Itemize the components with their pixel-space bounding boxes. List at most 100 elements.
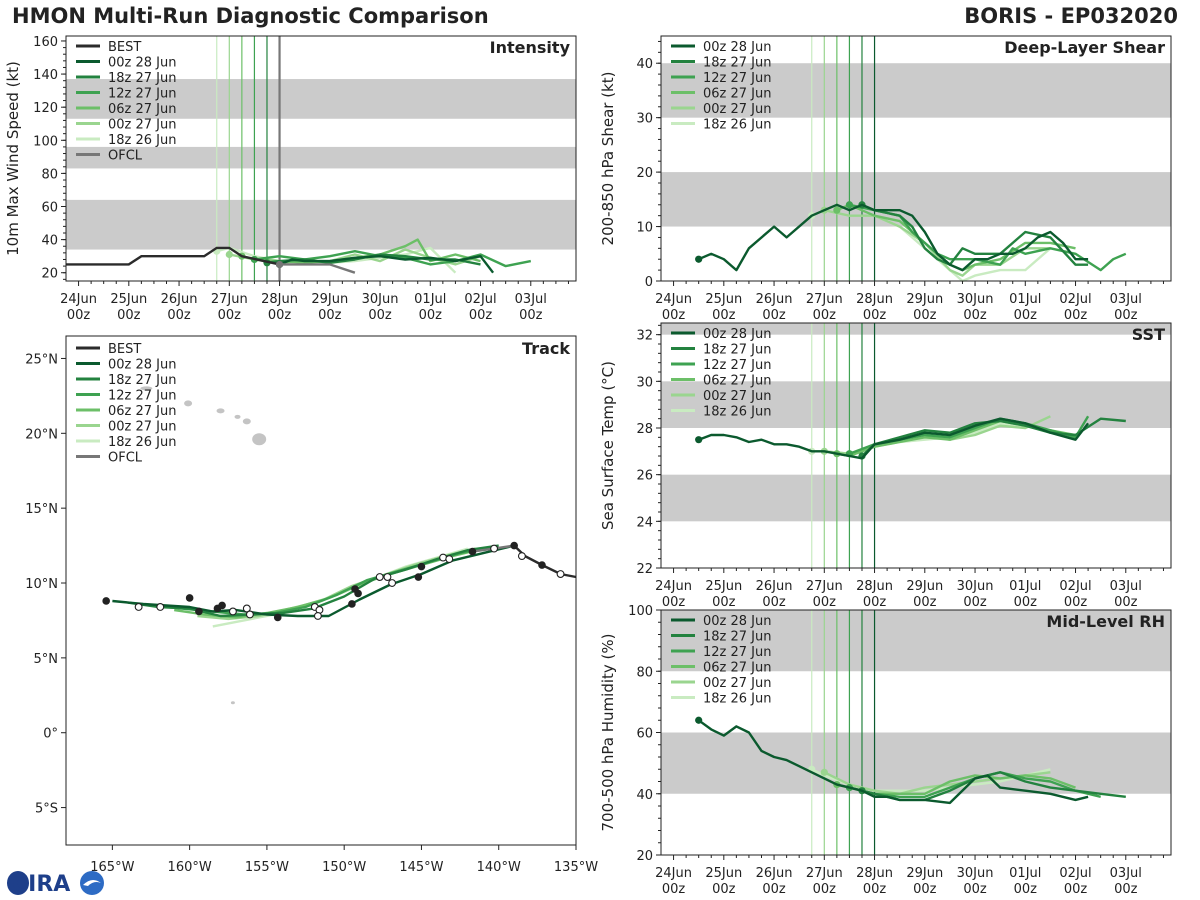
- sst-xtick-label: 00z: [913, 595, 937, 610]
- sst-frame: [660, 322, 1172, 569]
- intensity-band: [66, 199, 576, 250]
- intensity-legend-label: 18z 26 Jun: [108, 133, 177, 148]
- hawaii-island: [242, 418, 251, 425]
- svg-text:CIRA: CIRA: [12, 872, 70, 897]
- rh-legend-label: 18z 26 Jun: [703, 692, 772, 707]
- sst-band: [661, 474, 1171, 522]
- intensity-series-line: [279, 255, 495, 274]
- track-legend-label: 00z 28 Jun: [108, 358, 177, 373]
- shear-ytick-label: 30: [636, 112, 653, 127]
- shear-xtick-label: 24Jun: [655, 292, 692, 307]
- rh-xtick-label: 28Jun: [856, 866, 893, 881]
- sst-band: [661, 323, 1171, 335]
- rh-legend-label: 12z 27 Jun: [703, 645, 772, 660]
- sst-xtick-label: 24Jun: [655, 579, 692, 594]
- sst-ytick-label: 26: [636, 469, 653, 484]
- track-xtick-label: 135°W: [554, 860, 598, 875]
- track-panel: 165°W 160°W 155°W 150°W 145°W 140°W 135°W 5°S 0°…: [25, 335, 598, 875]
- rh-band: [661, 732, 1171, 794]
- rh-xtick-label: 24Jun: [655, 866, 692, 881]
- track-xtick-label: 145°W: [399, 860, 443, 875]
- shear-series-line: [849, 203, 1127, 272]
- track-fix-point: [102, 597, 110, 605]
- shear-xtick-label: 00z: [813, 308, 837, 323]
- track-open-point: [228, 607, 237, 616]
- track-open-point: [245, 610, 254, 619]
- rh-xtick-label: 00z: [712, 882, 736, 897]
- rh-ytick-label: 60: [636, 727, 653, 742]
- sst-xtick-label: 30Jun: [957, 579, 994, 594]
- track-open-point: [375, 573, 384, 581]
- sst-ytick-label: 30: [636, 375, 653, 390]
- track-ytick-label: 20°N: [25, 427, 58, 442]
- sst-legend-label: 18z 26 Jun: [703, 405, 772, 420]
- sst-xtick-label: 02Jul: [1059, 579, 1091, 594]
- track-legend-label: 12z 27 Jun: [108, 389, 177, 404]
- sst-xtick-label: 00z: [813, 595, 837, 610]
- rh-xtick-label: 00z: [1014, 882, 1038, 897]
- intensity-frame: [65, 35, 577, 282]
- shear-legend-label: 12z 27 Jun: [703, 71, 772, 86]
- rh-xtick-label: 03Jul: [1110, 866, 1142, 881]
- sst-xtick-label: 03Jul: [1110, 579, 1142, 594]
- rh-title: Mid-Level RH: [1046, 612, 1165, 631]
- rh-series-start-point: [695, 716, 703, 724]
- track-open-point: [383, 573, 392, 581]
- rh-panel: 2040608010024Jun00z25Jun00z26Jun00z27Jun…: [599, 604, 1172, 897]
- track-fix-point: [468, 547, 477, 556]
- track-fix-point: [354, 589, 362, 598]
- shear-xtick-label: 00z: [1064, 308, 1088, 323]
- hawaii-island: [216, 408, 225, 414]
- track-legend-label: 18z 27 Jun: [108, 373, 177, 388]
- rh-xtick-label: 29Jun: [906, 866, 943, 881]
- rh-ytick-label: 80: [636, 665, 653, 680]
- rh-xtick-label: 00z: [762, 882, 786, 897]
- kiritimati-island: [230, 701, 235, 705]
- rh-legend-label: 00z 28 Jun: [703, 614, 772, 629]
- sst-legend-label: 18z 27 Jun: [703, 343, 772, 358]
- intensity-panel: 2040608010012014016024Jun00z25Jun00z26Ju…: [4, 35, 577, 323]
- intensity-legend-label: BEST: [108, 40, 141, 55]
- sst-xtick-label: 25Jun: [705, 579, 742, 594]
- sst-xtick-label: 00z: [863, 595, 887, 610]
- rh-ytick-label: 40: [636, 788, 653, 803]
- intensity-band: [66, 79, 576, 119]
- intensity-xtick-label: 28Jun: [261, 292, 298, 307]
- intensity-ylabel: 10m Max Wind Speed (kt): [4, 61, 22, 256]
- sst-xtick-label: 00z: [1114, 595, 1138, 610]
- sst-xtick-label: 00z: [963, 595, 987, 610]
- intensity-ytick-label: 160: [33, 35, 58, 50]
- track-open-point: [517, 552, 526, 561]
- intensity-xtick-label: 00z: [67, 308, 91, 323]
- intensity-legend-label: 06z 27 Jun: [108, 102, 177, 117]
- track-xtick-label: 155°W: [245, 860, 289, 875]
- track-series-line: [112, 544, 515, 618]
- track-open-point: [313, 611, 322, 620]
- intensity-xtick-label: 03Jul: [515, 292, 547, 307]
- intensity-xtick-label: 30Jun: [362, 292, 399, 307]
- rh-xtick-label: 00z: [813, 882, 837, 897]
- track-open-point: [134, 603, 143, 611]
- track-xtick-label: 160°W: [168, 860, 212, 875]
- shear-xtick-label: 00z: [662, 308, 686, 323]
- track-open-point: [388, 579, 397, 587]
- shear-xtick-label: 01Jul: [1009, 292, 1041, 307]
- sst-series-start-point: [695, 436, 703, 444]
- sst-ytick-label: 28: [636, 422, 653, 437]
- shear-title: Deep-Layer Shear: [1004, 38, 1165, 57]
- intensity-ytick-label: 20: [41, 267, 58, 282]
- storm-name: BORIS - EP032020: [964, 4, 1178, 28]
- rh-series-start-point: [820, 768, 828, 776]
- rh-xtick-label: 00z: [913, 882, 937, 897]
- shear-xtick-label: 29Jun: [906, 292, 943, 307]
- track-open-point: [156, 603, 165, 611]
- track-fix-point: [414, 573, 423, 581]
- sst-xtick-label: 28Jun: [856, 579, 893, 594]
- shear-xtick-label: 02Jul: [1059, 292, 1091, 307]
- shear-series-line: [698, 203, 1089, 272]
- intensity-xtick-label: 00z: [519, 308, 543, 323]
- shear-legend-label: 18z 26 Jun: [703, 118, 772, 133]
- shear-panel: 01020304024Jun00z25Jun00z26Jun00z27Jun00…: [599, 35, 1172, 323]
- sst-panel: 22242628303224Jun00z25Jun00z26Jun00z27Ju…: [599, 322, 1172, 610]
